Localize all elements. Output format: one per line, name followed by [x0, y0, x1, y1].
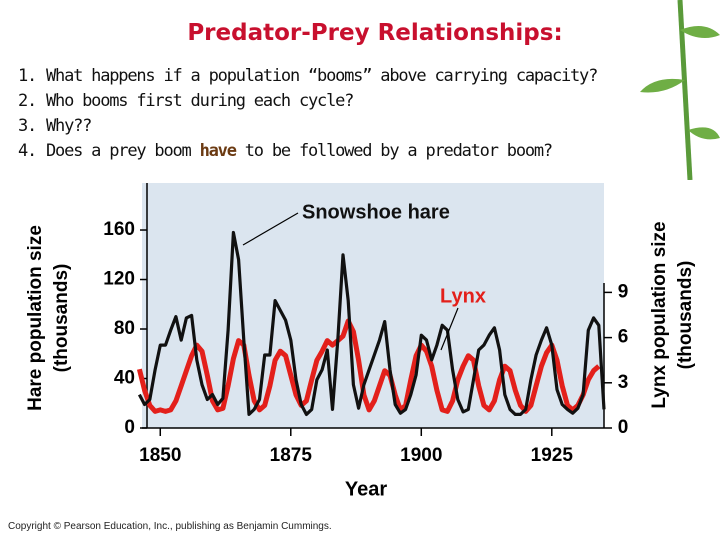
data-line	[136, 318, 601, 414]
question: 2. Who booms first during each cycle?	[18, 89, 597, 114]
question-number: 4.	[18, 141, 37, 161]
question: 3. Why??	[18, 114, 597, 139]
bamboo-decoration	[640, 0, 720, 180]
y-axis-label: Hare population size	[25, 225, 46, 411]
annotation-leader	[440, 307, 459, 351]
question-text: Who booms first during each cycle?	[46, 91, 354, 111]
y2-tick-label: 6	[618, 327, 629, 348]
question-text: What happens if a population “booms” abo…	[46, 66, 598, 86]
plot-area	[142, 183, 604, 428]
question-number: 3.	[18, 116, 37, 136]
annotation: Snowshoe hare	[302, 201, 450, 223]
y2-axis-label: Lynx population size	[649, 221, 670, 408]
copyright: Copyright © Pearson Education, Inc., pub…	[8, 521, 332, 532]
y-tick-label: 0	[124, 417, 135, 438]
slide-title: Predator-Prey Relationships:	[187, 20, 563, 46]
annotation-leader	[242, 212, 299, 246]
y-tick-label: 40	[114, 368, 135, 389]
question-number: 2.	[18, 91, 37, 111]
y-axis-label: (thousands)	[51, 264, 72, 373]
question-number: 1.	[18, 66, 37, 86]
question: 4. Does a prey boom have to be followed b…	[18, 139, 597, 164]
x-tick-label: 1875	[270, 445, 313, 466]
x-axis-label: Year	[345, 478, 387, 500]
y2-tick-label: 0	[618, 417, 629, 438]
question-text: Why??	[46, 116, 92, 136]
y-tick-label: 160	[103, 219, 135, 240]
x-tick-label: 1925	[531, 445, 574, 466]
x-tick-label: 1850	[139, 445, 181, 466]
question-list: 1. What happens if a population “booms” a…	[18, 64, 598, 164]
data-line	[137, 230, 606, 416]
y2-axis-label: (thousands)	[675, 261, 696, 370]
y2-tick-label: 9	[618, 281, 629, 302]
annotation: Lynx	[440, 285, 486, 307]
question-text: Does a prey boom	[46, 141, 200, 161]
y-tick-label: 80	[114, 318, 135, 339]
y2-tick-label: 3	[618, 372, 629, 393]
y-tick-label: 120	[103, 269, 135, 290]
x-tick-label: 1900	[400, 445, 442, 466]
emphasis: have	[199, 141, 237, 161]
question: 1. What happens if a population “booms” a…	[18, 64, 598, 89]
question-text: to be followed by a predator boom?	[235, 141, 553, 161]
